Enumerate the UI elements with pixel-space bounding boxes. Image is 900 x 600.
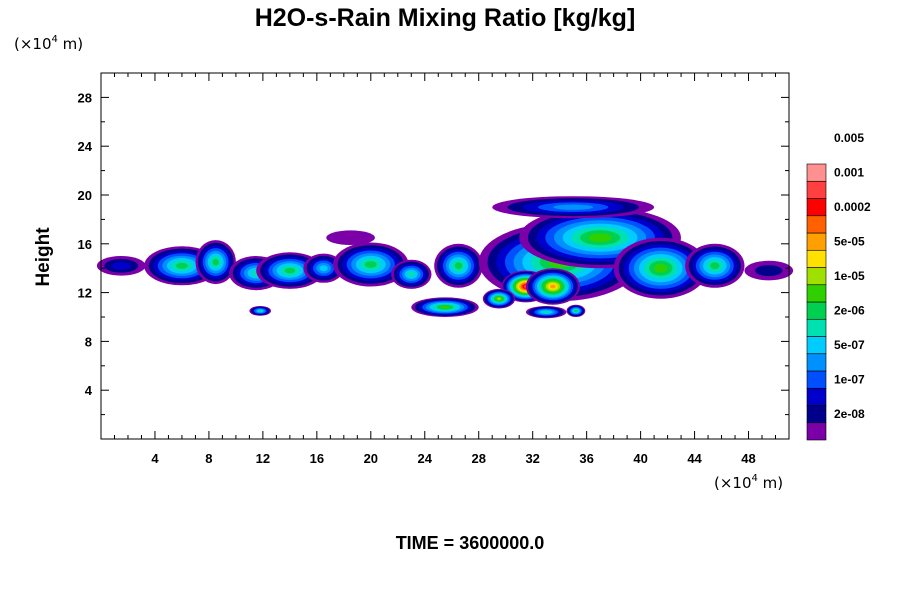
colorbar-label: 2e-06: [834, 304, 865, 318]
contour-level-17-1: [755, 265, 783, 277]
x-tick-label: 8: [205, 451, 212, 466]
contour-level-2-7: [212, 258, 219, 266]
chart-title: H2O-s-Rain Mixing Ratio [kg/kg]: [255, 4, 636, 32]
colorbar-swatch: [806, 249, 827, 268]
x-tick-label: 44: [687, 451, 702, 466]
colorbar-label: 1e-05: [834, 269, 865, 283]
colorbar-swatch: [806, 163, 827, 182]
contour-level-8-7: [454, 262, 463, 270]
plot-frame: [100, 72, 790, 440]
colorbar-swatch: [806, 301, 827, 320]
colorbar: 2e-08 1e-07 5e-07 2e-06 1e-05 5e-05 0.0002 0.00…: [806, 131, 871, 441]
contour-level-4-7: [284, 267, 296, 274]
x-tick-label: 4: [151, 451, 159, 466]
contour-level-7-6: [407, 271, 415, 277]
contour-level-20-9: [497, 297, 501, 300]
contour-level-19-11: [550, 284, 556, 289]
y-tick-label: 8: [85, 334, 92, 349]
contour-level-21-6: [542, 311, 550, 314]
contour-level-13-8: [588, 233, 612, 242]
colorbar-swatch: [806, 198, 827, 217]
colorbar-swatch: [806, 422, 827, 441]
x-tick-label: 24: [418, 451, 433, 466]
x-tick-label: 12: [256, 451, 270, 466]
y-tick-label: 12: [78, 286, 92, 301]
y-tick-label: 20: [78, 188, 92, 203]
colorbar-swatch: [806, 232, 827, 251]
y-tick-label: 4: [85, 383, 93, 398]
contour-level-9-0: [326, 230, 375, 245]
colorbar-swatch: [806, 370, 827, 389]
contour-level-0-2: [111, 262, 131, 270]
x-tick-label: 20: [364, 451, 378, 466]
x-tick-label: 40: [633, 451, 647, 466]
x-tick-label: 28: [471, 451, 485, 466]
x-tick-label: 32: [525, 451, 539, 466]
y-axis: 4 8 12 16 20 24 28: [78, 90, 789, 416]
contour-level-14-4: [553, 204, 594, 210]
colorbar-swatch: [806, 318, 827, 337]
colorbar-swatch: [806, 353, 827, 372]
x-tick-label: 48: [741, 451, 755, 466]
colorbar-label: 2e-08: [834, 407, 865, 421]
colorbar-label: 5e-07: [834, 338, 865, 352]
contour-level-22-7: [574, 309, 578, 312]
contour-level-11-8: [440, 305, 450, 309]
contour-level-15-8: [654, 263, 668, 273]
colorbar-label: 0.005: [834, 131, 864, 145]
contour-level-1-7: [176, 262, 188, 269]
colorbar-swatch: [806, 180, 827, 199]
colorbar-label: 0.0002: [834, 200, 871, 214]
colorbar-label: 1e-07: [834, 373, 865, 387]
colorbar-swatch: [806, 215, 827, 234]
x-tick-label: 36: [579, 451, 593, 466]
contour-level-10-6: [258, 310, 263, 312]
time-label: TIME = 3600000.0: [396, 533, 545, 553]
contour-level-5-5: [319, 265, 328, 272]
colorbar-swatch: [806, 387, 827, 406]
y-axis-label: Height: [33, 227, 54, 287]
contour-level-6-7: [364, 261, 377, 268]
colorbar-swatch: [806, 405, 827, 424]
contour-level-16-7: [710, 262, 720, 270]
y-tick-label: 16: [78, 237, 92, 252]
y-unit-label: (×104 m): [14, 34, 83, 53]
colorbar-label: 5e-05: [834, 235, 865, 249]
y-tick-label: 28: [78, 90, 92, 105]
colorbar-swatch: [806, 336, 827, 355]
contour-field: [96, 196, 794, 319]
x-axis: 4 8 12 16 20 24 28 32 36 40 44 48: [113, 73, 777, 466]
x-tick-label: 16: [310, 451, 324, 466]
colorbar-label: 0.001: [834, 166, 864, 180]
colorbar-swatch: [806, 284, 827, 303]
y-tick-label: 24: [78, 139, 93, 154]
colorbar-swatch: [806, 267, 827, 286]
x-unit-label: (×104 m): [714, 473, 783, 492]
